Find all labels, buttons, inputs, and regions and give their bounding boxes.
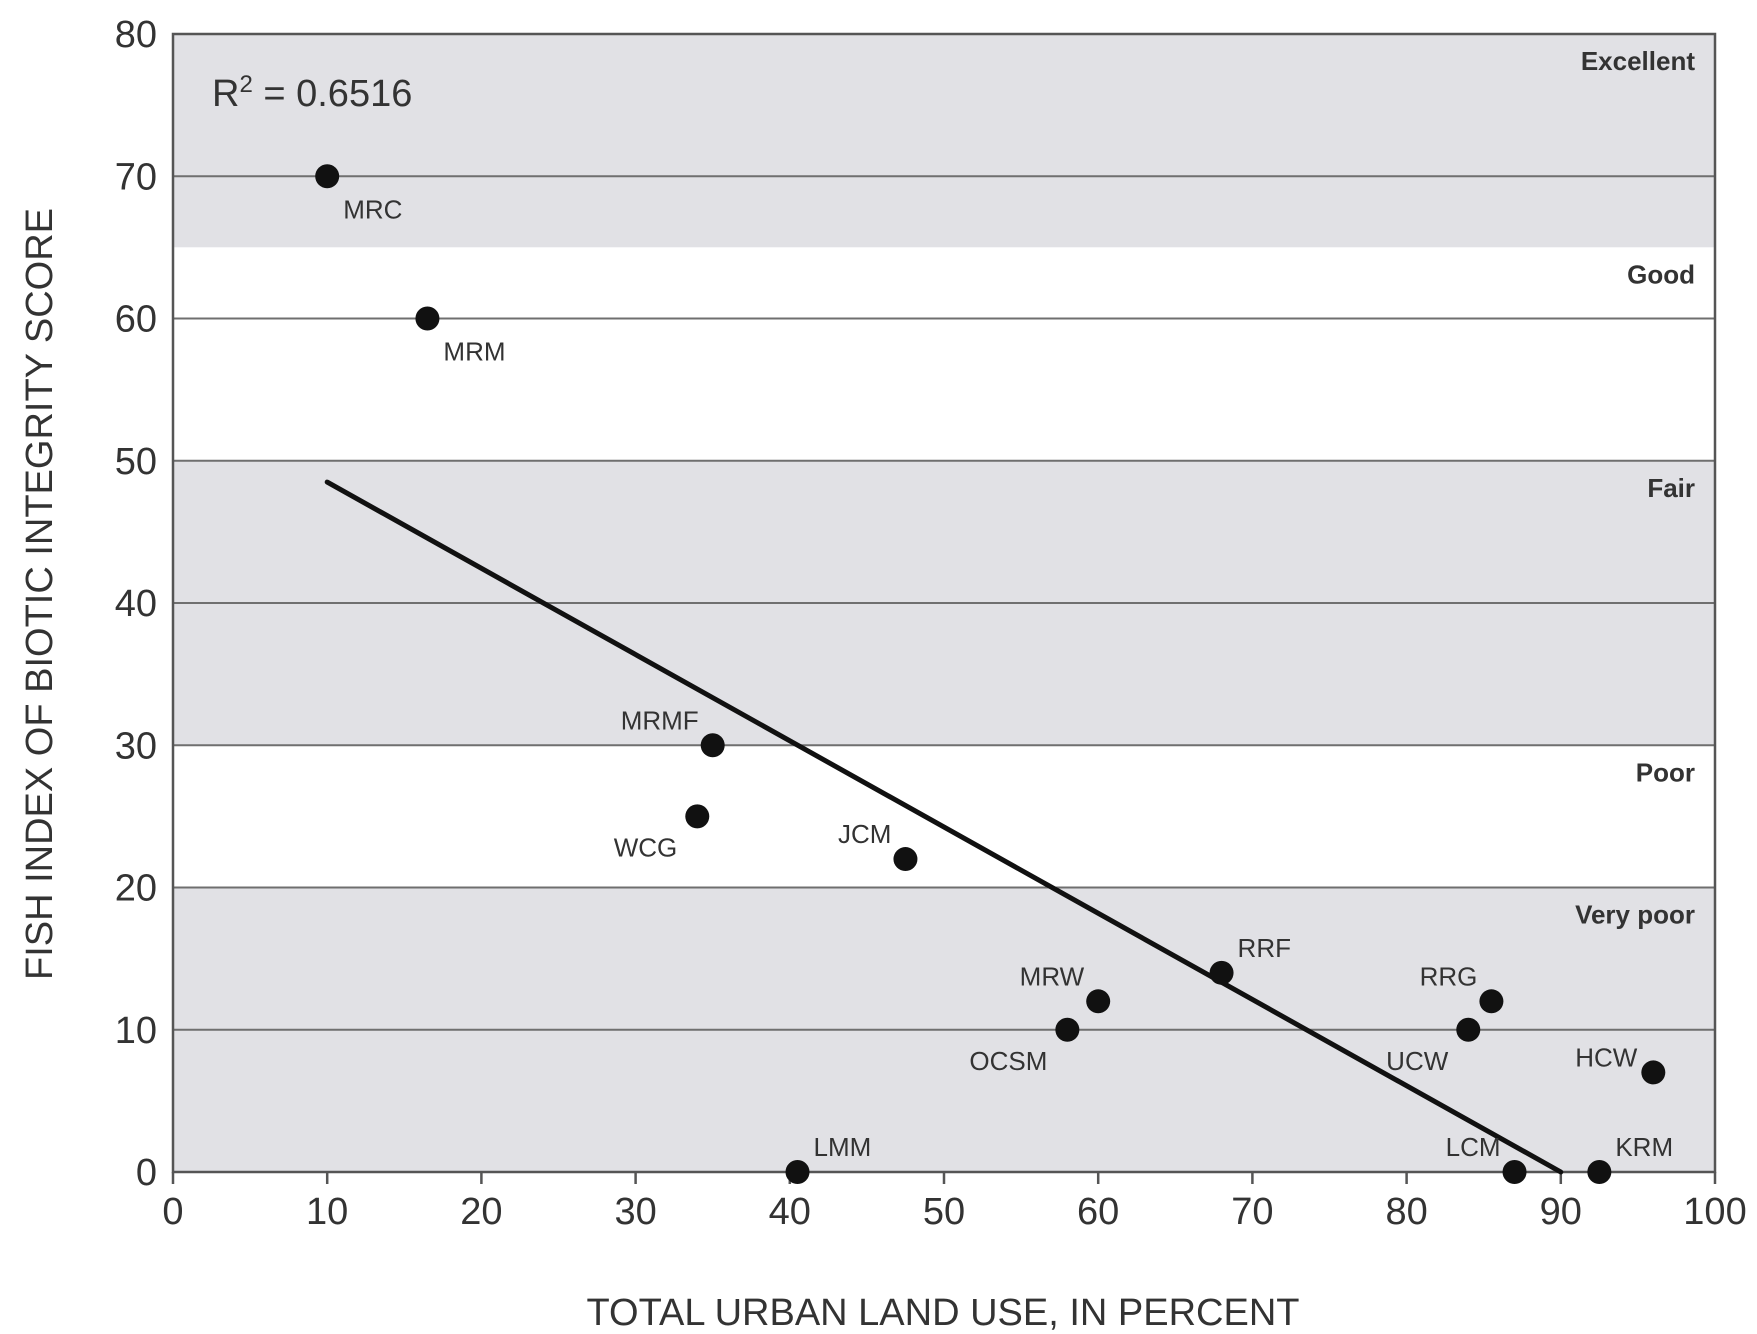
point-mrmf [700, 733, 725, 758]
point-label-mrm: MRM [443, 337, 505, 367]
x-tick-label: 30 [614, 1191, 656, 1233]
point-label-ocsm: OCSM [969, 1046, 1047, 1076]
point-label-mrw: MRW [1020, 961, 1085, 991]
x-tick-label: 50 [923, 1191, 965, 1233]
point-krm [1587, 1160, 1612, 1184]
band-label-good: Good [1627, 259, 1695, 289]
r-squared-annotation: R2 = 0.6516 [212, 71, 412, 115]
point-wcg [685, 804, 710, 829]
x-tick-label: 100 [1683, 1191, 1746, 1233]
point-mrw [1086, 989, 1111, 1014]
point-ocsm [1055, 1017, 1080, 1042]
point-mrm [415, 306, 440, 331]
point-lmm [785, 1160, 810, 1184]
regression-line [324, 479, 1564, 1175]
point-labels: MRC MRM MRMF WCG JCM LMM OCSM MRW RRF RRG UCW HCW LC… [343, 194, 1673, 1162]
x-tick-label: 10 [306, 1191, 348, 1233]
y-tick-label: 50 [115, 441, 157, 483]
point-label-rrg: RRG [1420, 961, 1478, 991]
band-poor [173, 745, 1715, 888]
band-excellent [173, 34, 1715, 248]
point-rrf [1209, 960, 1234, 985]
y-tick-label: 30 [115, 725, 157, 767]
point-hcw [1641, 1060, 1666, 1085]
x-tick-label: 80 [1385, 1191, 1427, 1233]
point-label-jcm: JCM [838, 819, 891, 849]
point-jcm [893, 847, 918, 872]
point-label-mrc: MRC [343, 194, 402, 224]
point-ucw [1456, 1017, 1481, 1042]
y-tick-label: 40 [115, 583, 157, 625]
point-label-krm: KRM [1615, 1132, 1673, 1162]
point-label-wcg: WCG [614, 832, 678, 862]
point-label-hcw: HCW [1575, 1042, 1638, 1072]
x-tick-label: 40 [769, 1191, 811, 1233]
band-label-fair: Fair [1647, 473, 1695, 503]
y-tick-label: 60 [115, 299, 157, 341]
y-tick-label: 0 [136, 1152, 157, 1194]
y-tick-label: 70 [115, 156, 157, 198]
band-label-poor: Poor [1636, 757, 1695, 787]
point-rrg [1479, 989, 1504, 1014]
point-mrc [315, 164, 340, 189]
point-label-mrmf: MRMF [621, 705, 699, 735]
x-tick-label: 0 [162, 1191, 183, 1233]
y-tick-label: 80 [115, 14, 157, 56]
trendline-layer [324, 479, 1564, 1175]
band-label-excellent: Excellent [1581, 46, 1696, 76]
y-tick-label: 10 [115, 1010, 157, 1052]
band-good [173, 247, 1715, 461]
y-axis-title: FISH INDEX OF BIOTIC INTEGRITY SCORE [19, 208, 61, 980]
x-tick-label: 90 [1540, 1191, 1582, 1233]
point-label-lmm: LMM [814, 1132, 872, 1162]
point-lcm [1502, 1160, 1527, 1184]
x-axis-title: TOTAL URBAN LAND USE, IN PERCENT [587, 1292, 1300, 1334]
x-tick-label: 20 [460, 1191, 502, 1233]
band-label-very-poor: Very poor [1575, 900, 1695, 930]
horizontal-gridlines: 0 10 20 30 40 50 60 70 80 [115, 14, 1715, 1194]
x-tick-label: 60 [1077, 1191, 1119, 1233]
point-label-ucw: UCW [1386, 1046, 1449, 1076]
data-points [315, 164, 1666, 1184]
x-tick-label: 70 [1231, 1191, 1273, 1233]
point-label-lcm: LCM [1446, 1132, 1501, 1162]
point-label-rrf: RRF [1238, 933, 1291, 963]
y-tick-label: 20 [115, 868, 157, 910]
axes: 0 10 20 30 40 50 60 70 80 90 100 [162, 32, 1747, 1233]
